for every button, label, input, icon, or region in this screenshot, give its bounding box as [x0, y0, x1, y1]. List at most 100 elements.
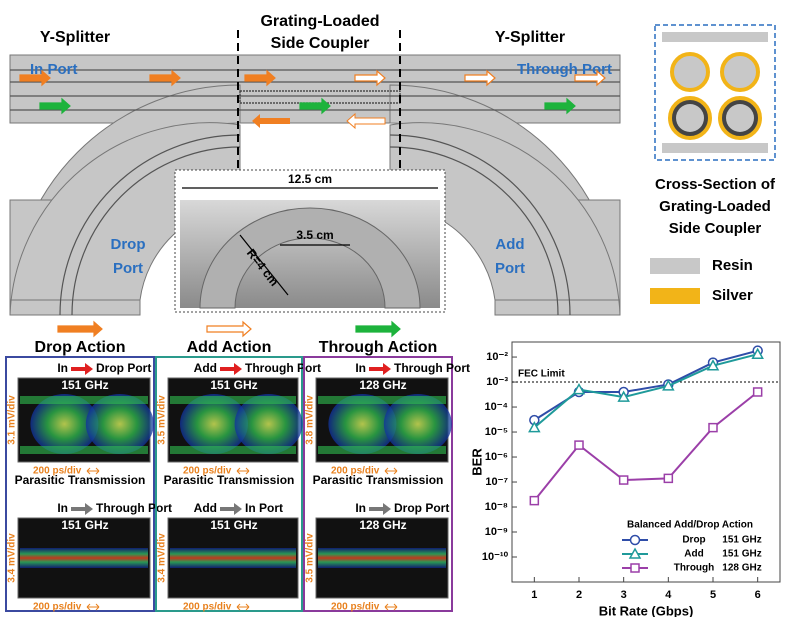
label: Side Coupler [271, 35, 370, 52]
legend-name: Through [674, 563, 715, 574]
label: Through Port [96, 501, 172, 515]
label: Drop [111, 236, 146, 253]
marker [754, 388, 762, 396]
label: Port [113, 260, 143, 277]
route-arrow [369, 503, 391, 515]
label: 3.5 cm [296, 228, 333, 242]
route-arrow [220, 503, 242, 515]
figure: Y-Splitter Grating-Loaded Side Coupler Y-Sp… [0, 0, 789, 617]
label: Through Port [245, 361, 321, 375]
label: Y-Splitter [495, 29, 565, 46]
label: In Port [245, 501, 283, 515]
legend-note: 128 GHz [722, 563, 761, 574]
label: 200 ps/div [183, 602, 232, 613]
series-line [534, 351, 757, 420]
label: Through Port [394, 361, 470, 375]
fec-label: FEC Limit [518, 369, 565, 380]
label: In [57, 361, 68, 375]
y-tick-label: 10⁻⁹ [485, 526, 508, 538]
label: Add [495, 236, 524, 253]
legend-swatch [650, 258, 700, 274]
marker [575, 441, 583, 449]
marker [709, 424, 717, 432]
marker [620, 476, 628, 484]
x-axis-label: Bit Rate (Gbps) [599, 603, 694, 617]
label: Drop Port [394, 501, 449, 515]
scale-arrow [237, 604, 249, 610]
scale-arrow [385, 604, 397, 610]
label: 200 ps/div [33, 602, 82, 613]
label: 151 GHz [61, 378, 108, 392]
label: Cross-Section of [655, 176, 776, 193]
flow-arrow [58, 322, 102, 336]
label: Grating-Loaded [659, 198, 771, 215]
y-tick-label: 10⁻⁸ [485, 501, 508, 513]
legend-note: 151 GHz [722, 535, 761, 546]
y-tick-label: 10⁻⁷ [485, 476, 508, 488]
label: Add Action [187, 339, 272, 356]
x-tick-label: 4 [665, 589, 672, 601]
route-arrow [369, 363, 391, 375]
eye-pattern [318, 396, 446, 404]
route-arrow [220, 363, 242, 375]
y-tick-label: 10⁻⁶ [485, 451, 508, 463]
eye-pattern [170, 548, 296, 568]
series-line [534, 392, 757, 501]
flow-arrow [356, 322, 400, 336]
marker [631, 564, 639, 572]
marker [530, 497, 538, 505]
legend-name: Add [684, 549, 703, 560]
label: 3.1 mV/div [7, 395, 18, 445]
series-line [534, 354, 757, 427]
label: 151 GHz [61, 518, 108, 532]
label: Silver [712, 287, 753, 304]
label: In [57, 501, 68, 515]
label: In [355, 361, 366, 375]
label: 151 GHz [210, 378, 257, 392]
label: 3.8 mV/div [305, 395, 316, 445]
label: Port [495, 260, 525, 277]
legend-name: Drop [682, 535, 705, 546]
label: Resin [712, 257, 753, 274]
eye-pattern [20, 396, 148, 404]
x-tick-label: 6 [755, 589, 761, 601]
label: 3.4 mV/div [7, 533, 18, 583]
y-tick-label: 10⁻³ [486, 376, 508, 388]
y-tick-label: 10⁻¹⁰ [482, 551, 509, 563]
legend-swatch [650, 288, 700, 304]
label: 128 GHz [359, 378, 406, 392]
y-tick-label: 10⁻⁵ [485, 426, 508, 438]
label: Add [194, 501, 217, 515]
label: 3.5 mV/div [305, 533, 316, 583]
label: Parasitic Transmission [15, 473, 146, 487]
legend-title: Balanced Add/Drop Action [627, 520, 753, 531]
eye-pattern [318, 446, 446, 454]
eye-pattern [170, 446, 296, 454]
legend-note: 151 GHz [722, 549, 761, 560]
label: Y-Splitter [40, 29, 110, 46]
label: 128 GHz [359, 518, 406, 532]
label: Grating-Loaded [260, 13, 379, 30]
x-tick-label: 3 [621, 589, 627, 601]
scale-arrow [87, 604, 99, 610]
label: Drop Port [96, 361, 151, 375]
marker [631, 536, 640, 545]
y-tick-label: 10⁻⁴ [485, 401, 508, 413]
route-arrow [71, 503, 93, 515]
label: 151 GHz [210, 518, 257, 532]
y-axis-label: BER [469, 448, 484, 476]
eye-pattern [170, 396, 296, 404]
x-tick-label: 1 [531, 589, 537, 601]
label: Drop Action [35, 339, 126, 356]
eye-pattern [318, 548, 446, 568]
eye-pattern [20, 446, 148, 454]
x-tick-label: 2 [576, 589, 582, 601]
label: In [355, 501, 366, 515]
label: Add [194, 361, 217, 375]
label: Through Action [319, 339, 438, 356]
label: 3.4 mV/div [157, 533, 168, 583]
label: 3.5 mV/div [157, 395, 168, 445]
label: Parasitic Transmission [164, 473, 295, 487]
label: 12.5 cm [288, 172, 332, 186]
route-arrow [71, 363, 93, 375]
